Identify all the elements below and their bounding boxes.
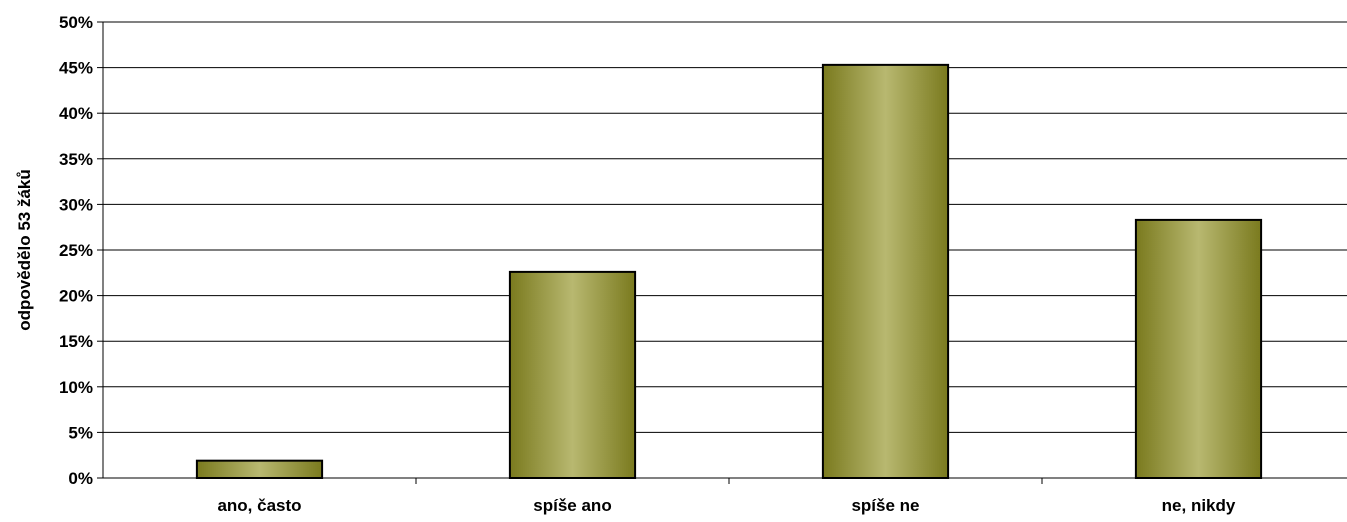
y-tick-labels: 0% 5% 10% 15% 20% 25% 30% 35% 40% 45% 50%	[59, 13, 93, 488]
bar-0	[195, 459, 324, 479]
bar-1	[508, 270, 637, 479]
y-tick-label: 10%	[59, 378, 93, 397]
axes	[102, 22, 1347, 484]
y-tick-label: 0%	[68, 469, 93, 488]
y-axis-title: odpovědělo 53 žáků	[15, 169, 34, 331]
x-tick-label: spíše ne	[851, 496, 919, 515]
x-tick-label: ne, nikdy	[1162, 496, 1236, 515]
bar-3	[1134, 218, 1263, 480]
y-tick-label: 30%	[59, 195, 93, 214]
y-tick-label: 15%	[59, 332, 93, 351]
y-tick-label: 40%	[59, 104, 93, 123]
x-tick-label: ano, často	[217, 496, 301, 515]
x-tick-label: spíše ano	[533, 496, 611, 515]
y-tick-label: 25%	[59, 241, 93, 260]
y-tick-label: 50%	[59, 13, 93, 32]
y-tick-label: 35%	[59, 150, 93, 169]
bar-2	[821, 63, 950, 479]
y-tick-label: 20%	[59, 287, 93, 306]
y-tick-label: 45%	[59, 59, 93, 78]
bars	[195, 63, 1263, 480]
x-tick-labels: ano, často spíše ano spíše ne ne, nikdy	[217, 496, 1235, 515]
y-tick-label: 5%	[68, 423, 93, 442]
